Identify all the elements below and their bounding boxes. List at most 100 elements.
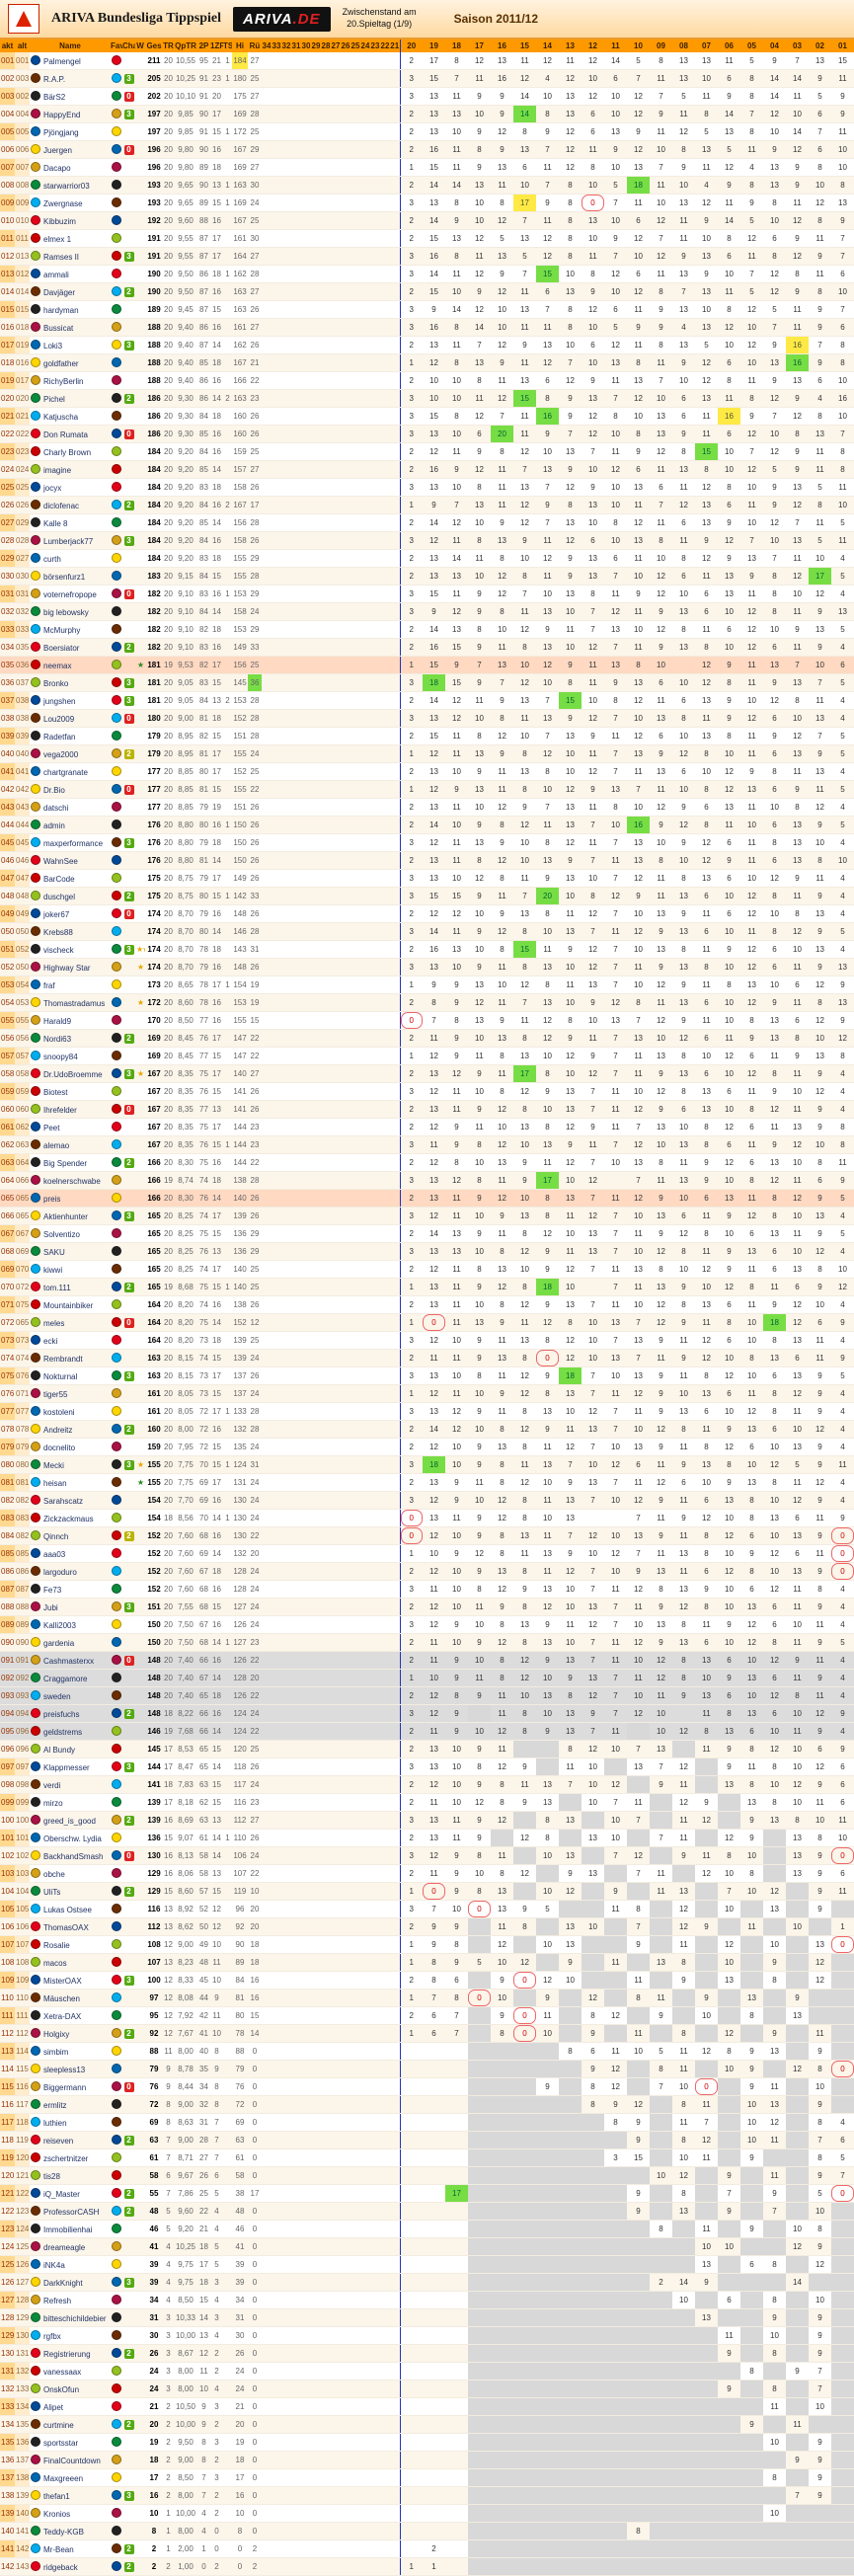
player-name-link[interactable]: Nordi63: [43, 1035, 72, 1044]
player-name-link[interactable]: Highway Star: [43, 964, 91, 973]
col-header-md10[interactable]: 10: [627, 39, 650, 52]
player-name-link[interactable]: aaa03: [43, 1550, 66, 1559]
player-name-link[interactable]: starwarrior03: [43, 182, 90, 191]
player-name-link[interactable]: Mecki: [43, 1461, 64, 1470]
player-name-link[interactable]: Peet: [43, 1124, 60, 1132]
player-name-link[interactable]: geldstrems: [43, 1728, 83, 1737]
player-name-link[interactable]: preisfuchs: [43, 1710, 80, 1719]
col-header-md15[interactable]: 15: [513, 39, 536, 52]
player-name-link[interactable]: Ramses II: [43, 253, 80, 262]
col-header-md05[interactable]: 05: [740, 39, 763, 52]
player-name-link[interactable]: kostoleni: [43, 1408, 75, 1417]
player-name-link[interactable]: R.A.P.: [43, 75, 66, 84]
player-name-link[interactable]: Thomastradamus: [43, 999, 106, 1008]
player-name-link[interactable]: elmex 1: [43, 235, 72, 244]
player-name-link[interactable]: Nokturnal: [43, 1372, 78, 1381]
col-header-md27[interactable]: 27: [331, 39, 341, 52]
col-header-md30[interactable]: 30: [301, 39, 311, 52]
col-header-rü[interactable]: Rü: [248, 39, 262, 52]
col-header-md25[interactable]: 25: [350, 39, 360, 52]
col-header-md11[interactable]: 11: [604, 39, 627, 52]
player-name-link[interactable]: Kibbuzim: [43, 217, 76, 226]
col-header-1zp[interactable]: 1ZP: [210, 39, 223, 52]
col-header-md29[interactable]: 29: [311, 39, 321, 52]
player-name-link[interactable]: duschgel: [43, 893, 76, 901]
player-name-link[interactable]: ammali: [43, 271, 69, 279]
player-name-link[interactable]: gardenia: [43, 1639, 75, 1648]
player-name-link[interactable]: imagine: [43, 466, 72, 475]
player-name-link[interactable]: Radetfan: [43, 733, 76, 742]
player-name-link[interactable]: vischeck: [43, 946, 74, 955]
player-name-link[interactable]: big lebowsky: [43, 608, 89, 617]
site-logo[interactable]: [8, 4, 39, 34]
player-name-link[interactable]: Fe73: [43, 1586, 62, 1595]
player-name-link[interactable]: maxperformance: [43, 839, 104, 848]
col-header-md21[interactable]: 21: [390, 39, 400, 52]
col-header-md33[interactable]: 33: [272, 39, 281, 52]
player-name-link[interactable]: Sarahscatz: [43, 1497, 84, 1506]
player-name-link[interactable]: tom.111: [43, 1284, 71, 1292]
player-name-link[interactable]: Pichel: [43, 395, 65, 404]
player-name-link[interactable]: fraf: [43, 981, 55, 990]
col-header-md01[interactable]: 01: [831, 39, 854, 52]
player-name-link[interactable]: Palmengel: [43, 57, 81, 66]
player-name-link[interactable]: datschi: [43, 804, 69, 813]
col-header-md24[interactable]: 24: [360, 39, 370, 52]
player-name-link[interactable]: jocyx: [43, 484, 62, 493]
col-header-md06[interactable]: 06: [718, 39, 740, 52]
player-name-link[interactable]: neemax: [43, 662, 72, 670]
col-header-md16[interactable]: 16: [491, 39, 513, 52]
ariva-de-logo[interactable]: ARIVA.DE: [232, 6, 331, 32]
player-name-link[interactable]: Solventizo: [43, 1230, 80, 1239]
player-name-link[interactable]: McMurphy: [43, 626, 81, 635]
player-name-link[interactable]: preis: [43, 1195, 61, 1204]
col-header-md18[interactable]: 18: [445, 39, 468, 52]
player-name-link[interactable]: jungshen: [43, 697, 76, 706]
player-name-link[interactable]: Davjäger: [43, 288, 76, 297]
player-name-link[interactable]: Charly Brown: [43, 448, 92, 457]
player-name-link[interactable]: Ihrefelder: [43, 1106, 77, 1115]
player-name-link[interactable]: hardyman: [43, 306, 79, 315]
player-name-link[interactable]: Zwergnase: [43, 199, 83, 208]
col-header-qptr[interactable]: QpTR: [174, 39, 197, 52]
player-name-link[interactable]: Bussicat: [43, 324, 74, 333]
col-header-2p[interactable]: 2P: [197, 39, 210, 52]
player-name-link[interactable]: Jubi: [43, 1603, 58, 1612]
player-name-link[interactable]: Cashmasterxx: [43, 1657, 95, 1666]
player-name-link[interactable]: docnelito: [43, 1444, 76, 1452]
col-header-akt[interactable]: akt: [0, 39, 15, 52]
player-name-link[interactable]: Katjuscha: [43, 413, 79, 422]
player-name-link[interactable]: joker67: [43, 910, 70, 919]
player-name-link[interactable]: Krebs88: [43, 928, 73, 937]
player-name-link[interactable]: heisan: [43, 1479, 67, 1488]
col-header-md20[interactable]: 20: [399, 39, 423, 52]
player-name-link[interactable]: admin: [43, 821, 65, 830]
player-name-link[interactable]: voternefropope: [43, 590, 97, 599]
col-header-md12[interactable]: 12: [582, 39, 604, 52]
player-name-link[interactable]: chartgranate: [43, 768, 88, 777]
col-header-md28[interactable]: 28: [321, 39, 331, 52]
player-name-link[interactable]: kiwwi: [43, 1266, 63, 1275]
col-header-md32[interactable]: 32: [281, 39, 291, 52]
col-header-md09[interactable]: 09: [650, 39, 672, 52]
player-name-link[interactable]: Lou2009: [43, 715, 75, 724]
player-name-link[interactable]: Craggamore: [43, 1675, 88, 1683]
player-name-link[interactable]: Andreitz: [43, 1426, 73, 1435]
player-name-link[interactable]: Big Spender: [43, 1159, 88, 1168]
player-name-link[interactable]: Harald9: [43, 1017, 72, 1026]
player-name-link[interactable]: Kalli2003: [43, 1621, 76, 1630]
player-name-link[interactable]: Pjöngjang: [43, 128, 79, 137]
col-header-md19[interactable]: 19: [423, 39, 445, 52]
col-header-md26[interactable]: 26: [341, 39, 350, 52]
player-name-link[interactable]: Don Rumata: [43, 430, 88, 439]
player-name-link[interactable]: RichyBerlin: [43, 377, 84, 386]
player-name-link[interactable]: SAKU: [43, 1248, 65, 1257]
col-header-w[interactable]: W: [135, 39, 145, 52]
player-name-link[interactable]: alemao: [43, 1141, 70, 1150]
col-header-md17[interactable]: 17: [468, 39, 491, 52]
player-name-link[interactable]: Loki3: [43, 342, 63, 351]
col-header-md02[interactable]: 02: [809, 39, 831, 52]
col-header-hi[interactable]: Hi: [232, 39, 248, 52]
col-header-ts[interactable]: TS: [223, 39, 232, 52]
player-name-link[interactable]: tiger55: [43, 1390, 68, 1399]
